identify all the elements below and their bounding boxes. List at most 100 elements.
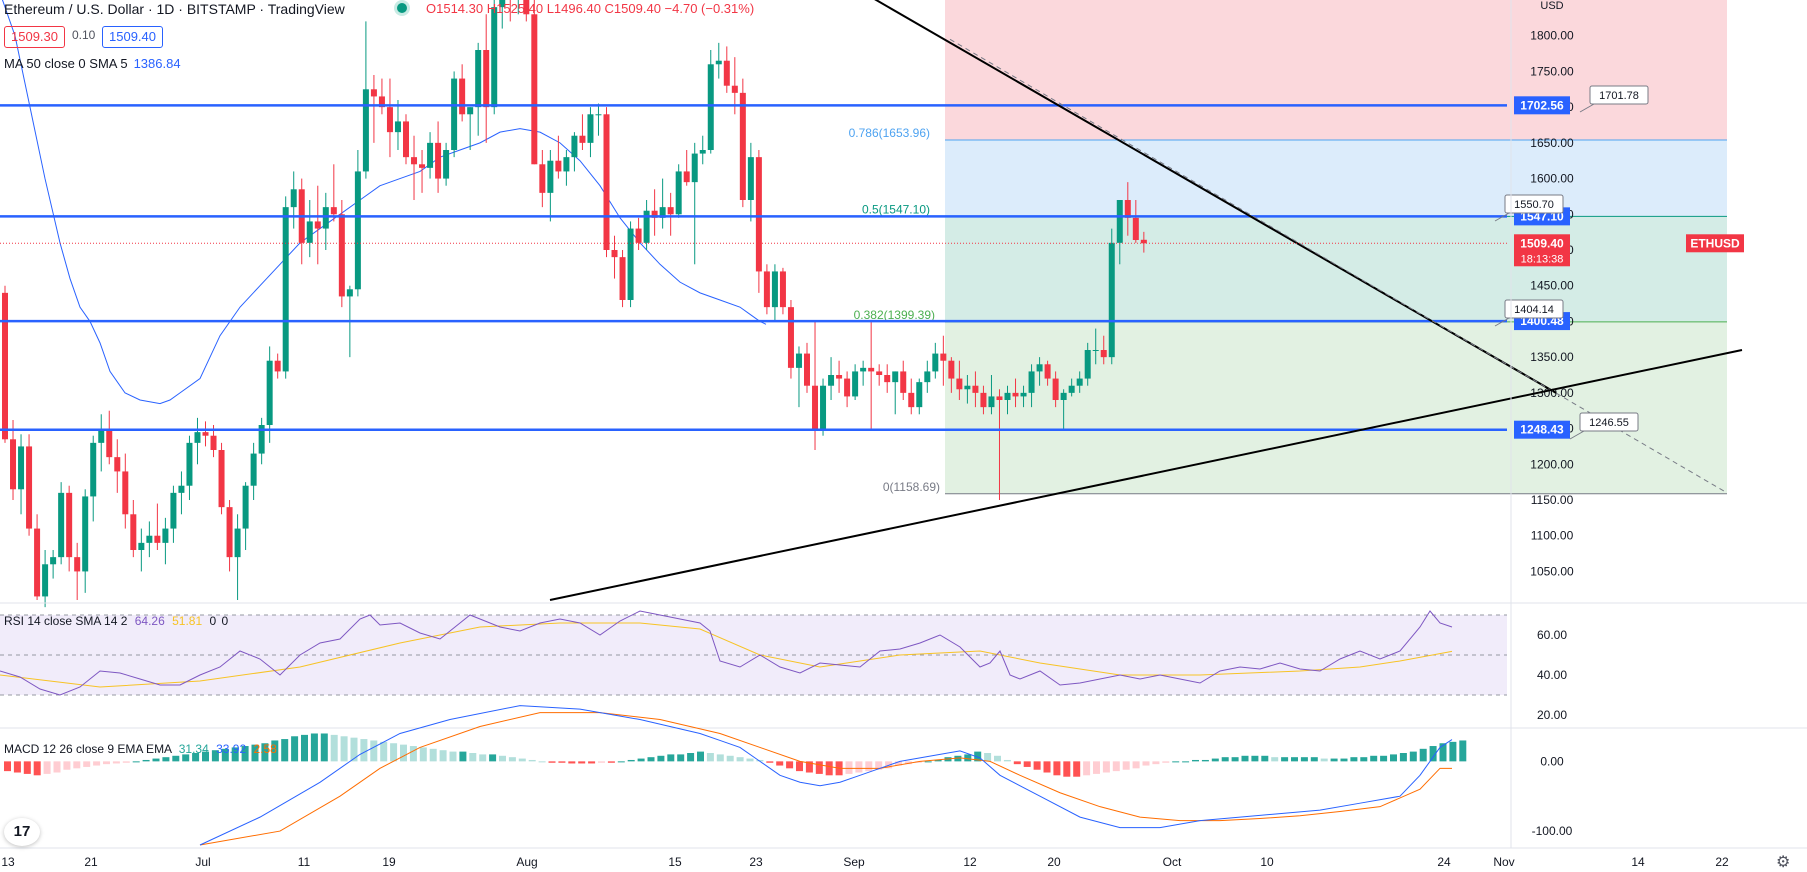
candle-body: [250, 453, 257, 486]
tradingview-logo[interactable]: 17: [4, 818, 40, 846]
candle-body: [1020, 392, 1027, 397]
candle-body: [1076, 378, 1083, 386]
candle-body: [820, 385, 827, 429]
candle-body: [860, 367, 867, 372]
candle-body: [282, 207, 289, 372]
buy-price-button[interactable]: 1509.40: [102, 26, 163, 48]
price-axis-tick: 1100.00: [1531, 529, 1574, 543]
sell-price-button[interactable]: 1509.30: [4, 26, 65, 48]
macd-histogram-bar: [974, 751, 982, 762]
candle-body: [884, 375, 891, 383]
macd-histogram-bar: [1122, 761, 1130, 770]
time-axis-tick-3: 11: [298, 855, 311, 869]
macd-histogram-bar: [1003, 759, 1011, 762]
macd-histogram-bar: [499, 755, 506, 762]
candle-body: [178, 485, 185, 493]
symbol-tag: [1686, 234, 1744, 253]
macd-histogram-bar: [598, 761, 605, 763]
price-axis-tick: 1650.00: [1530, 136, 1574, 150]
candle-body: [948, 360, 955, 379]
macd-histogram-bar: [291, 736, 299, 762]
macd-histogram-bar: [340, 736, 348, 762]
fib-zone-0382: [945, 321, 1727, 494]
macd-histogram-bar: [687, 753, 695, 762]
macd-histogram-bar: [984, 753, 992, 762]
macd-histogram-bar: [796, 761, 803, 772]
macd-histogram-bar: [192, 753, 200, 762]
macd-histogram-bar: [429, 748, 437, 762]
macd-histogram-bar: [479, 754, 487, 762]
callout-box-1: [1504, 194, 1564, 214]
fib-level-label-3: 0(1158.69): [883, 480, 940, 494]
candle-body: [563, 157, 570, 172]
market-open-indicator: [397, 3, 407, 13]
rsi-axis-tick-1: 40.00: [1537, 668, 1567, 682]
macd-histogram-bar: [439, 750, 447, 762]
macd-histogram-bar: [617, 761, 625, 763]
candle-body: [771, 271, 778, 308]
macd-histogram-bar: [1063, 761, 1071, 777]
candle-body: [715, 60, 722, 65]
macd-histogram-bar: [588, 761, 596, 764]
rsi-extra-1: 0: [209, 614, 217, 628]
settings-gear-icon[interactable]: ⚙: [1776, 854, 1791, 871]
macd-histogram-bar: [1182, 761, 1190, 763]
macd-legend[interactable]: MACD 12 26 close 9 EMA EMA 31.34 33.92 2…: [4, 742, 277, 756]
candle-body: [146, 535, 153, 543]
candle-body: [723, 60, 730, 86]
macd-histogram-bar: [241, 746, 249, 762]
macd-axis-tick-1: -100.00: [1532, 824, 1573, 838]
fib-zone-05: [945, 216, 1727, 322]
macd-histogram-bar: [825, 761, 833, 776]
macd-histogram-bar: [1409, 751, 1417, 762]
candle-body: [1004, 392, 1011, 400]
macd-histogram-bar: [1221, 757, 1229, 762]
fib-zone-0786: [945, 140, 1727, 217]
macd-histogram-bar: [23, 761, 31, 774]
fib-level-label-1: 0.5(1547.10): [862, 202, 930, 216]
rsi-legend[interactable]: RSI 14 close SMA 14 2 64.26 51.81 0 0: [4, 614, 228, 628]
macd-histogram-bar: [568, 761, 576, 764]
macd-histogram-bar: [1192, 759, 1199, 762]
candle-body: [98, 428, 105, 443]
candle-body: [1108, 242, 1115, 358]
candle-body: [394, 121, 401, 133]
candle-body: [322, 207, 329, 229]
macd-signal-line: [199, 712, 1452, 846]
macd-histogram-bar: [1261, 755, 1269, 762]
macd-histogram-bar: [578, 761, 586, 764]
macd-histogram-bar: [1083, 761, 1091, 776]
macd-histogram-bar: [271, 740, 279, 762]
time-axis-tick-11: Oct: [1163, 855, 1182, 869]
macd-histogram-bar: [13, 761, 21, 773]
candle-body: [130, 514, 137, 550]
candle-body: [338, 214, 345, 297]
macd-histogram-bar: [390, 743, 398, 762]
candle-body: [354, 171, 361, 290]
candle-body: [10, 439, 17, 490]
macd-histogram-bar: [1350, 757, 1358, 762]
macd-histogram-bar: [627, 759, 635, 762]
macd-histogram-bar: [1360, 757, 1368, 762]
macd-histogram-bar: [1112, 761, 1120, 772]
macd-histogram-bar: [924, 761, 932, 763]
ma-legend-label: MA 50 close 0 SMA 5: [4, 56, 128, 71]
ma-legend[interactable]: MA 50 close 0 SMA 5 1386.84: [4, 56, 181, 71]
time-axis-tick-7: 23: [749, 855, 763, 869]
candle-body: [1140, 239, 1147, 244]
candle-body: [411, 157, 418, 165]
macd-histogram-bar: [132, 761, 140, 763]
callout-pointer-0: [1579, 103, 1595, 113]
macd-histogram-bar: [172, 755, 180, 762]
macd-histogram-bar: [1459, 740, 1467, 762]
macd-legend-label: MACD 12 26 close 9 EMA EMA: [4, 742, 172, 756]
candle-body: [459, 78, 466, 115]
candle-body: [106, 428, 113, 458]
macd-histogram-bar: [1102, 761, 1110, 773]
candle-body: [940, 353, 947, 361]
macd-histogram-bar: [1300, 757, 1308, 762]
candle-body: [812, 385, 819, 429]
macd-histogram-bar: [815, 761, 823, 774]
time-axis-tick-1: 21: [84, 855, 98, 869]
